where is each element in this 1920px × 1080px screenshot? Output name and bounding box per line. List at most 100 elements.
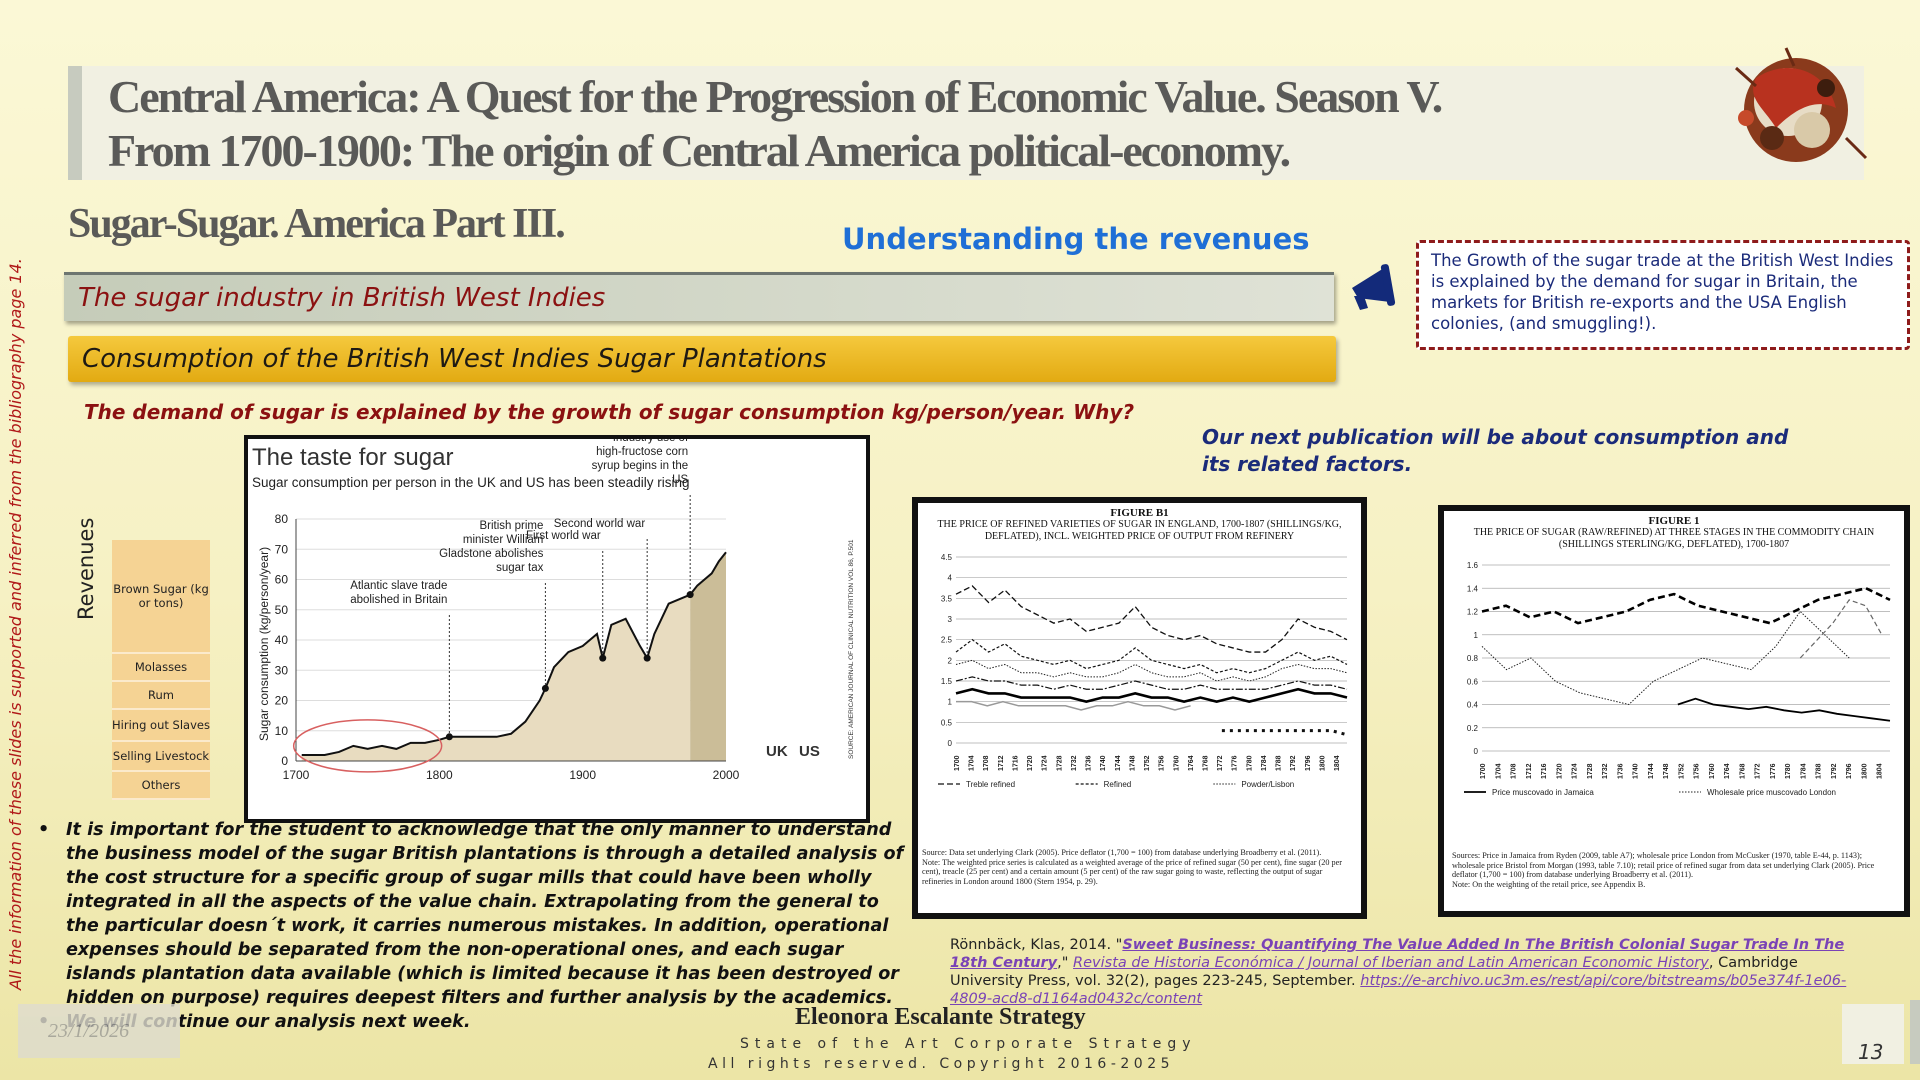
reference-journal-link[interactable]: Revista de Historia Económica / Journal … <box>1073 955 1709 971</box>
fig-x-tick-label: 1756 <box>1159 755 1166 771</box>
consumption-band: Consumption of the British West Indies S… <box>68 336 1336 382</box>
annotation-marker <box>686 591 694 599</box>
fig-y-tick-label: 1 <box>1474 631 1479 640</box>
annotation-text: minister William <box>463 534 544 546</box>
subtitle: Sugar-Sugar. America Part III. <box>68 201 566 247</box>
y-tick-label: 50 <box>275 603 289 617</box>
fig-legend-label: Refined <box>1104 780 1132 789</box>
annotation-marker <box>599 654 607 662</box>
fig-y-tick-label: 4.5 <box>941 553 953 562</box>
fig-x-tick-label: 1704 <box>1495 763 1502 779</box>
figure-b1-note: Note: The weighted price series is calcu… <box>922 857 1342 886</box>
fig-x-tick-label: 1792 <box>1831 763 1838 779</box>
fig-y-tick-label: 3.5 <box>941 594 953 603</box>
page-bar <box>1910 1000 1920 1064</box>
fig-x-tick-label: 1732 <box>1071 755 1078 771</box>
fig-x-tick-label: 1740 <box>1633 763 1640 779</box>
reference-mid: ," <box>1057 955 1074 971</box>
fig-x-tick-label: 1752 <box>1678 763 1685 779</box>
fig-x-tick-label: 1704 <box>969 755 976 771</box>
fig-x-tick-label: 1780 <box>1246 755 1253 771</box>
x-tick-label: 1800 <box>426 768 453 782</box>
chart-title: The taste for sugar <box>252 444 453 471</box>
reference-author: Rönnbäck, Klas, 2014. " <box>950 937 1123 953</box>
reference-tail: , Cambridge University Press, vol. 32(2)… <box>950 955 1798 989</box>
figure-b1-plot: 0 0.5 1 1.5 2 2.5 3 3.5 4 4.5 1700 1704 1708 1712 1716… <box>938 553 1348 821</box>
bibliography-reference: Rönnbäck, Klas, 2014. "Sweet Business: Q… <box>950 936 1850 1008</box>
fig-x-tick-label: 1728 <box>1056 755 1063 771</box>
x-tick-label: 2000 <box>713 768 740 782</box>
fig-x-tick-label: 1788 <box>1816 763 1823 779</box>
fig-legend-label: Price muscovado in Jamaica <box>1492 788 1594 797</box>
footer-tagline: State of the Art Corporate Strategy <box>740 1036 1197 1052</box>
footer-brand: Eleonora Escalante Strategy <box>795 1004 1086 1030</box>
figure-1-source: Sources: Price in Jamaica from Ryden (20… <box>1452 851 1875 880</box>
fig-x-tick-label: 1792 <box>1290 755 1297 771</box>
fig-x-tick-label: 1784 <box>1261 755 1268 771</box>
fig-y-tick-label: 2.5 <box>941 636 953 645</box>
page-number-box: 13 <box>1842 1004 1904 1064</box>
fig-x-tick-label: 1784 <box>1800 763 1807 779</box>
fig-y-tick-label: 2 <box>948 656 953 665</box>
fig-series-line <box>1677 697 1891 722</box>
fig-legend-label: Wholesale price muscovado London <box>1707 788 1836 797</box>
figure-1-caption: Sources: Price in Jamaica from Ryden (20… <box>1452 851 1896 889</box>
fig-y-tick-label: 1.5 <box>941 677 953 686</box>
annotation-text: high-fructose corn <box>596 446 688 458</box>
reference-url-link[interactable]: https://e-archivo.uc3m.es/rest/api/core/… <box>950 973 1847 1007</box>
fig-series-line <box>955 585 1348 653</box>
consumption-band-label: Consumption of the British West Indies S… <box>82 344 827 374</box>
fig-series-line <box>1799 599 1883 659</box>
revenue-item: Others <box>112 772 210 800</box>
y-tick-label: 10 <box>275 724 289 738</box>
fig-y-tick-label: 0.6 <box>1467 677 1479 686</box>
fig-x-tick-label: 1800 <box>1319 755 1326 771</box>
annotation-text: syrup begins in the <box>592 460 689 472</box>
fig-y-tick-label: 0.4 <box>1467 701 1479 710</box>
fig-x-tick-label: 1804 <box>1877 763 1884 779</box>
fig-x-tick-label: 1720 <box>1027 755 1034 771</box>
annotation-text: Second world war <box>554 518 646 530</box>
page-number: 13 <box>1858 1040 1884 1064</box>
fig-x-tick-label: 1744 <box>1648 763 1655 779</box>
fig-y-tick-label: 0.2 <box>1467 724 1479 733</box>
fig-y-tick-label: 3 <box>948 615 953 624</box>
fig-x-tick-label: 1744 <box>1115 755 1122 771</box>
industry-band: The sugar industry in British West Indie… <box>64 272 1334 321</box>
fig-y-tick-label: 0 <box>948 739 953 748</box>
fig-y-tick-label: 4 <box>948 574 953 583</box>
fig-series-line <box>955 659 1348 682</box>
fig-x-tick-label: 1760 <box>1173 755 1180 771</box>
revenue-stack: Brown Sugar (kg or tons) Molasses Rum Hi… <box>112 540 210 800</box>
fig-x-tick-label: 1776 <box>1770 763 1777 779</box>
fig-x-tick-label: 1708 <box>1511 763 1518 779</box>
fig-x-tick-label: 1700 <box>954 755 961 771</box>
y-tick-label: 40 <box>275 633 289 647</box>
fig-x-tick-label: 1768 <box>1739 763 1746 779</box>
y-tick-label: 20 <box>275 694 289 708</box>
reference-title-link[interactable]: Sweet Business: Quantifying The Value Ad… <box>950 937 1845 971</box>
annotation-text: Industry use of <box>613 439 689 444</box>
revenue-item: Hiring out Slaves <box>112 710 210 742</box>
figure-1-plot: 0 0.2 0.4 0.6 0.8 1 1.2 1.4 1.6 1700 1704 1708 1712 1… <box>1464 561 1891 813</box>
fig-x-tick-label: 1740 <box>1100 755 1107 771</box>
annotation-text: Gladstone abolishes <box>439 548 543 560</box>
fig-x-tick-label: 1712 <box>998 755 1005 771</box>
fig-x-tick-label: 1756 <box>1694 763 1701 779</box>
fig-x-tick-label: 1724 <box>1042 755 1049 771</box>
figure-1-title: THE PRICE OF SUGAR (RAW/REFINED) AT THRE… <box>1473 527 1875 550</box>
footer-rights: All rights reserved. Copyright 2016-2025 <box>708 1056 1175 1072</box>
vertical-bibliography-note: All the information of these slides is s… <box>6 258 25 990</box>
fig-y-tick-label: 1 <box>948 698 953 707</box>
fig-series-line <box>1221 729 1348 737</box>
demand-question: The demand of sugar is explained by the … <box>84 400 1135 424</box>
annotation-text: British prime <box>479 520 543 532</box>
revenue-item: Brown Sugar (kg or tons) <box>112 540 210 654</box>
fig-legend-label: Powder/Lisbon <box>1241 780 1294 789</box>
consumption-line <box>301 551 727 756</box>
date-box: 23/1/2026 <box>18 1004 180 1058</box>
y-tick-label: 60 <box>275 573 289 587</box>
chart-source: SOURCE: AMERICAN JOURNAL OF CLINICAL NUT… <box>848 539 855 759</box>
abstract-art-logo <box>1734 47 1868 162</box>
bullet-list: It is important for the student to ackno… <box>36 818 906 1034</box>
